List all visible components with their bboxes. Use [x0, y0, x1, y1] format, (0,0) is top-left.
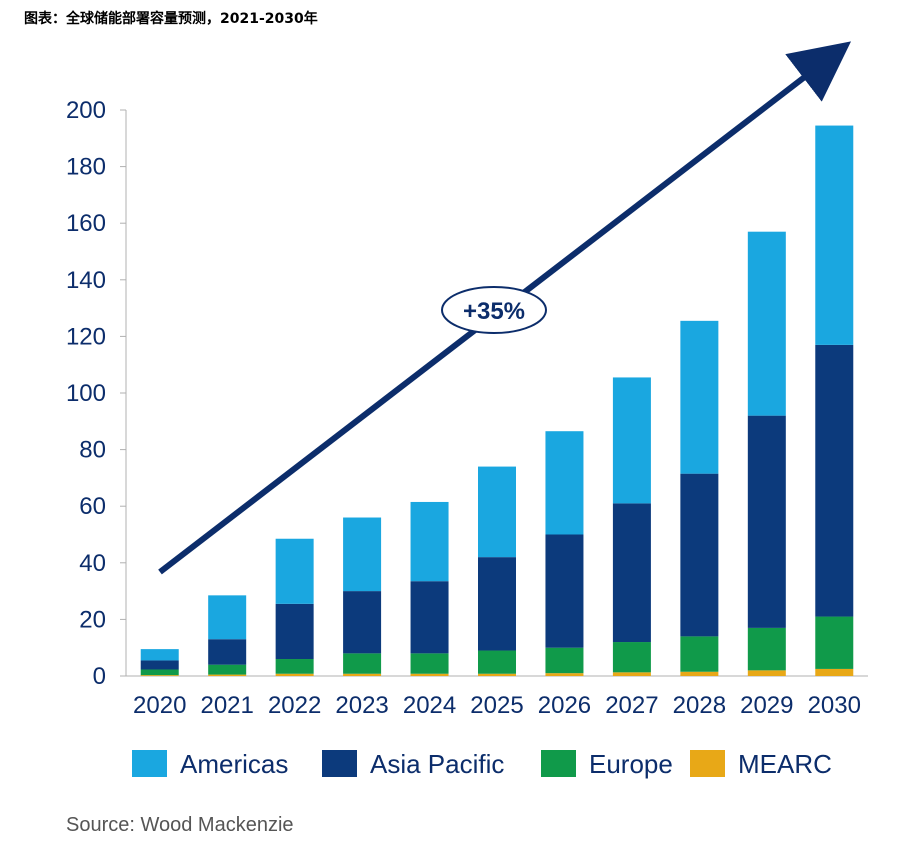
x-tick-label: 2024 [403, 692, 456, 719]
bar-asia-pacific-2020 [140, 660, 179, 670]
bars-group [140, 125, 854, 676]
x-axis: 2020 2021 2022 2023 2024 2025 2026 2027 2028 2029… [126, 675, 868, 719]
bar-europe-2023 [343, 653, 382, 674]
bar-americas-2021 [208, 595, 247, 640]
legend-swatch-europe [541, 750, 576, 777]
bar-americas-2028 [680, 320, 719, 474]
y-tick-label: 0 [93, 663, 106, 690]
bar-mearc-2029 [747, 670, 786, 676]
legend-swatch-asia-pacific [322, 750, 357, 777]
bar-europe-2028 [680, 636, 719, 672]
bar-americas-2027 [612, 377, 651, 504]
bar-americas-2030 [815, 125, 854, 345]
bar-asia-pacific-2027 [612, 503, 651, 643]
x-tick-label: 2027 [605, 692, 658, 719]
bar-mearc-2025 [478, 673, 516, 676]
bar-europe-2030 [815, 616, 854, 669]
y-tick-label: 180 [66, 154, 106, 181]
source-note: Source: Wood Mackenzie [66, 814, 294, 836]
bar-mearc-2028 [680, 671, 719, 676]
bar-mearc-2022 [275, 673, 314, 676]
x-tick-label: 2022 [268, 692, 321, 719]
legend-label-europe: Europe [589, 749, 673, 779]
bar-americas-2025 [478, 466, 516, 558]
trend-arrow-group: +35% [158, 41, 852, 575]
bar-mearc-2026 [545, 673, 584, 676]
bar-americas-2024 [410, 501, 449, 582]
bar-europe-2021 [208, 664, 247, 675]
y-tick-label: 140 [66, 267, 106, 294]
y-tick-label: 160 [66, 210, 106, 237]
legend-swatch-mearc [690, 750, 725, 777]
bar-americas-2029 [747, 231, 786, 416]
legend: Americas Asia Pacific Europe MEARC [132, 749, 832, 779]
y-tick-label: 80 [79, 437, 106, 464]
bar-europe-2029 [747, 627, 786, 671]
x-tick-label: 2030 [808, 692, 861, 719]
x-tick-label: 2020 [133, 692, 186, 719]
y-axis: 0 20 40 60 80 100 120 140 160 180 200 [66, 97, 127, 690]
y-tick-label: 40 [79, 550, 106, 577]
bar-europe-2022 [275, 659, 314, 674]
legend-label-mearc: MEARC [738, 749, 832, 779]
bar-mearc-2020 [140, 675, 179, 676]
x-tick-label: 2023 [335, 692, 388, 719]
x-tick-label: 2028 [673, 692, 726, 719]
bar-europe-2026 [545, 647, 584, 674]
y-tick-label: 60 [79, 493, 106, 520]
legend-swatch-americas [132, 750, 167, 777]
bar-asia-pacific-2021 [208, 639, 247, 665]
bar-asia-pacific-2023 [343, 591, 382, 654]
x-tick-label: 2026 [538, 692, 591, 719]
bar-asia-pacific-2026 [545, 534, 584, 648]
y-tick-label: 200 [66, 97, 106, 124]
bar-europe-2024 [410, 653, 449, 674]
bar-americas-2026 [545, 431, 584, 535]
x-tick-label: 2025 [470, 692, 523, 719]
x-tick-label: 2029 [740, 692, 793, 719]
bar-americas-2020 [140, 649, 179, 661]
bar-asia-pacific-2022 [275, 603, 314, 660]
bar-americas-2022 [275, 538, 314, 604]
bar-asia-pacific-2030 [815, 344, 854, 617]
chart-caption: 图表：全球储能部署容量预测，2021-2030年 [24, 11, 318, 27]
bar-mearc-2024 [410, 673, 449, 676]
bar-asia-pacific-2028 [680, 473, 719, 637]
growth-badge-label: +35% [463, 298, 525, 325]
bar-mearc-2021 [208, 674, 247, 676]
bar-mearc-2023 [343, 673, 382, 676]
legend-label-americas: Americas [180, 749, 288, 779]
bar-americas-2023 [343, 517, 382, 592]
bar-europe-2025 [478, 650, 516, 674]
bar-europe-2027 [612, 642, 651, 673]
growth-badge-ellipse [441, 286, 547, 334]
bar-mearc-2030 [815, 668, 854, 676]
y-tick-label: 120 [66, 323, 106, 350]
bar-asia-pacific-2025 [478, 557, 516, 651]
legend-label-asia-pacific: Asia Pacific [370, 749, 504, 779]
bar-europe-2020 [140, 669, 179, 676]
bar-asia-pacific-2024 [410, 581, 449, 654]
bar-asia-pacific-2029 [747, 415, 786, 628]
y-tick-label: 20 [79, 606, 106, 633]
bar-mearc-2027 [612, 672, 651, 676]
x-tick-label: 2021 [200, 692, 253, 719]
y-tick-label: 100 [66, 380, 106, 407]
